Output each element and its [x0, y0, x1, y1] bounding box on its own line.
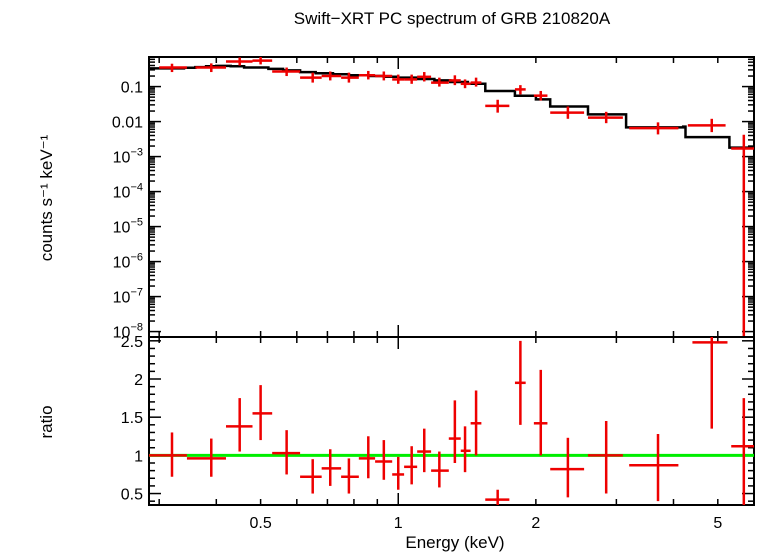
y-tick-label: 0.01	[112, 115, 143, 132]
y-tick-label: 0.1	[121, 80, 143, 97]
data-point	[341, 458, 359, 494]
data-point	[341, 72, 359, 83]
data-point	[159, 63, 187, 73]
data-point	[272, 67, 301, 77]
data-point	[252, 57, 273, 65]
data-point	[272, 430, 301, 475]
data-point	[460, 426, 471, 473]
data-point	[431, 77, 449, 87]
model-histogram-line	[149, 64, 754, 149]
data-point	[375, 71, 393, 81]
x-tick-label: 2	[531, 515, 540, 532]
x-tick-label: 0.5	[249, 515, 271, 532]
data-point	[392, 74, 405, 84]
spectrum-x-ticks	[158, 57, 755, 337]
y-tick-label: 0.5	[121, 487, 143, 504]
data-point	[431, 451, 449, 488]
data-point	[485, 99, 510, 113]
y-tick-label: 1	[134, 448, 143, 465]
model-histogram	[149, 64, 754, 149]
data-point	[225, 398, 253, 452]
data-point	[321, 449, 342, 486]
spectrum-panel-frame	[148, 56, 755, 338]
data-point	[731, 398, 754, 505]
data-point	[300, 72, 322, 83]
data-point	[514, 85, 526, 95]
y-tick-label-exponent: −6	[130, 252, 143, 264]
ratio-panel-frame	[148, 336, 755, 506]
y-axis-label-ratio: ratio	[37, 405, 56, 438]
data-point	[300, 459, 322, 494]
data-point	[149, 432, 187, 477]
data-point	[375, 440, 393, 480]
y-tick-label-exponent: −7	[130, 287, 143, 299]
y-tick-label: 10−4	[113, 182, 143, 202]
data-point	[448, 400, 461, 463]
data-point	[470, 390, 482, 456]
chart-title: Swift−XRT PC spectrum of GRB 210820A	[294, 9, 611, 28]
y-tick-label-exponent: −8	[130, 322, 143, 334]
data-point	[252, 385, 273, 441]
y-tick-label: 10−6	[113, 252, 143, 272]
data-point	[629, 122, 679, 135]
data-point	[587, 421, 623, 494]
data-point	[417, 428, 432, 473]
ratio-data-points	[149, 337, 754, 505]
data-point	[533, 369, 548, 456]
data-point	[470, 77, 482, 87]
data-point	[186, 438, 226, 477]
data-point	[321, 71, 342, 81]
data-point	[460, 79, 471, 89]
data-point	[448, 75, 461, 86]
data-point	[587, 111, 623, 124]
data-point	[692, 337, 728, 429]
y-tick-label-exponent: −3	[130, 147, 143, 159]
y-tick-label-exponent: −4	[130, 182, 143, 194]
data-point	[404, 446, 418, 485]
spectrum-data-points	[159, 57, 754, 337]
y-tick-label: 2.5	[121, 334, 143, 351]
y-tick-label: 10−5	[113, 217, 143, 237]
ratio-x-ticks: 0.5 1 2 5	[158, 337, 755, 532]
data-point	[731, 134, 754, 337]
y-axis-label-counts: counts s⁻¹ keV⁻¹	[37, 134, 56, 261]
data-point	[550, 106, 585, 119]
data-point	[392, 456, 405, 490]
y-tick-label: 1.5	[121, 410, 143, 427]
data-point	[687, 118, 726, 133]
ratio-y-ticks: 0.5 1 1.5 2 2.5	[121, 334, 754, 504]
data-point	[417, 72, 432, 82]
y-tick-label-exponent: −5	[130, 217, 143, 229]
data-point	[225, 57, 253, 66]
y-tick-label: 2	[134, 372, 143, 389]
data-point	[404, 74, 418, 84]
data-point	[358, 70, 376, 80]
y-tick-label: 10−7	[113, 287, 143, 307]
x-tick-label: 1	[394, 515, 403, 532]
data-point	[629, 433, 679, 502]
ratio-panel: 0.5 1 1.5 2 2.5 0.5 1 2 5	[121, 334, 755, 532]
data-point	[358, 436, 376, 479]
y-tick-label: 10−3	[113, 147, 143, 167]
data-point	[514, 340, 526, 425]
data-point	[533, 90, 548, 101]
x-tick-label: 5	[713, 515, 722, 532]
data-point	[550, 437, 585, 498]
x-axis-label: Energy (keV)	[405, 533, 504, 552]
data-point	[195, 63, 226, 73]
data-point	[485, 489, 510, 505]
